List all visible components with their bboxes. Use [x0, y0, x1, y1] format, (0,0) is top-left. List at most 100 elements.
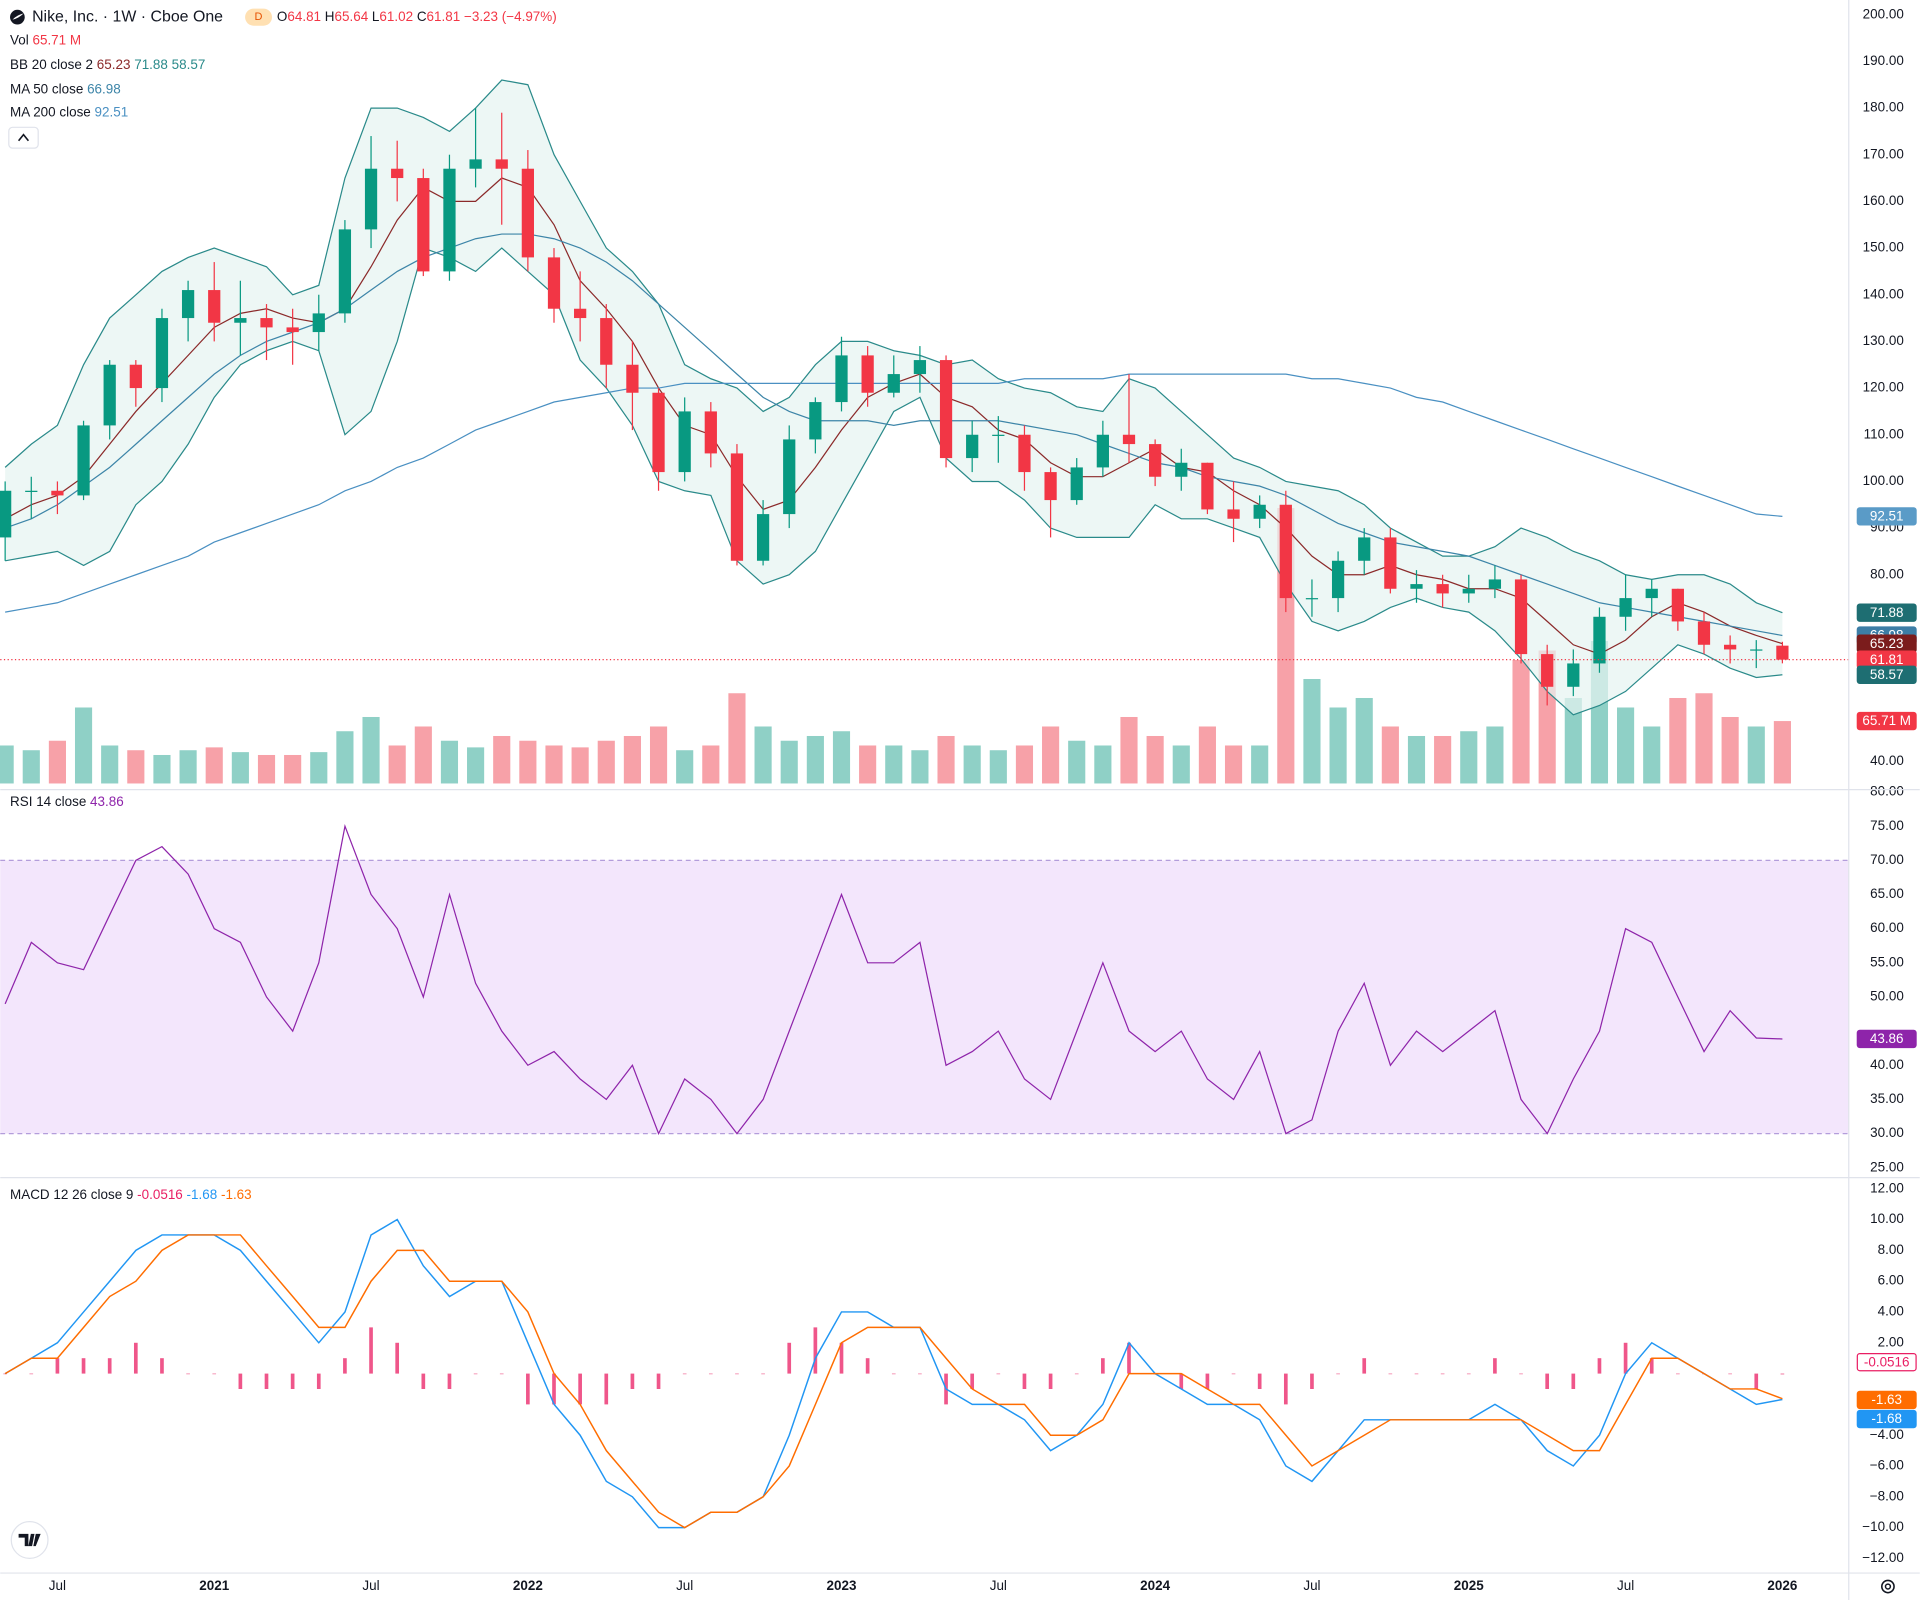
macd-histogram-bar: [656, 1373, 661, 1389]
candle-body: [1462, 588, 1475, 594]
volume-bar: [702, 745, 720, 784]
legend-ma50[interactable]: MA 50 close 66.98: [10, 81, 121, 96]
volume-bar: [1381, 726, 1399, 784]
legend-volume[interactable]: Vol 65.71 M: [10, 32, 81, 47]
candle-body: [992, 434, 1005, 436]
y-tick-label: 4.00: [1878, 1304, 1904, 1319]
candle-body: [626, 364, 639, 393]
volume-bar: [1355, 697, 1373, 784]
candle-body: [25, 490, 38, 492]
volume-bar: [48, 740, 66, 784]
macd-histogram-bar: [735, 1373, 739, 1375]
x-tick-label: 2022: [513, 1578, 543, 1593]
candle-body: [234, 318, 247, 323]
collapse-button[interactable]: [8, 126, 39, 149]
macd-histogram-bar: [1780, 1373, 1785, 1375]
volume-bar: [1747, 726, 1765, 784]
macd-histogram-bar: [447, 1373, 452, 1389]
volume-bar: [284, 754, 302, 784]
legend-value: -1.68: [187, 1186, 218, 1201]
candle-body: [443, 168, 456, 272]
candle-body: [756, 514, 770, 561]
ohlc-value: 64.81: [287, 9, 321, 24]
macd-histogram-bar: [1048, 1373, 1053, 1389]
tv-logo[interactable]: [10, 1521, 49, 1559]
macd-histogram-bar: [1257, 1373, 1262, 1389]
candle-body: [835, 355, 848, 403]
legend-macd[interactable]: MACD 12 26 close 9 -0.0516 -1.68 -1.63: [10, 1186, 252, 1201]
x-tick-label: 2025: [1454, 1578, 1484, 1593]
candle-body: [1384, 537, 1397, 589]
ohlc-label: O: [277, 9, 287, 24]
volume-bar: [1695, 693, 1713, 784]
y-tick-label: −4.00: [1870, 1427, 1904, 1442]
price-badge-label: 58.57: [1870, 667, 1904, 682]
volume-bar: [1669, 697, 1687, 784]
price-badge-label: 61.81: [1870, 652, 1904, 667]
candle-body: [1070, 467, 1083, 501]
ohlc-label: C: [417, 9, 427, 24]
x-tick-label: 2024: [1140, 1578, 1170, 1593]
candle-body: [1593, 616, 1606, 664]
macd-histogram-bar: [1283, 1373, 1288, 1405]
volume-bar: [911, 750, 929, 784]
volume-bar: [649, 726, 668, 784]
delay-badge[interactable]: [245, 8, 273, 26]
macd-histogram-bar: [761, 1373, 765, 1375]
macd-histogram-bar: [238, 1373, 243, 1389]
candle-body: [1201, 462, 1214, 510]
macd-histogram-bar: [1388, 1373, 1393, 1375]
symbol-title[interactable]: Nike, Inc. · 1W · Cboe One: [32, 8, 223, 25]
y-tick-label: 190.00: [1863, 53, 1904, 68]
volume-bar: [362, 716, 380, 784]
candle-body: [181, 290, 195, 319]
macd-histogram-bar: [473, 1373, 478, 1375]
macd-histogram-bar: [133, 1342, 138, 1374]
candle-body: [103, 364, 116, 426]
volume-bar: [780, 740, 798, 784]
legend-value: 71.88: [134, 56, 168, 71]
candle-body: [652, 392, 665, 473]
y-tick-label: 6.00: [1878, 1273, 1904, 1288]
legend-value: 43.86: [90, 793, 124, 808]
macd-histogram-bar: [395, 1342, 400, 1374]
macd-histogram-bar: [604, 1373, 609, 1405]
x-tick-label: 2026: [1767, 1578, 1797, 1593]
y-tick-label: 2.00: [1878, 1334, 1904, 1349]
volume-bar: [414, 726, 432, 784]
volume-bar: [1042, 726, 1060, 784]
candle-body: [1096, 434, 1109, 468]
legend-name: Vol: [10, 32, 29, 47]
x-tick-label: 2021: [199, 1578, 229, 1593]
price-badge-label: -1.63: [1871, 1392, 1902, 1407]
volume-bar: [1198, 726, 1216, 784]
legend-rsi[interactable]: RSI 14 close 43.86: [10, 793, 124, 808]
macd-histogram-bar: [3, 1373, 7, 1375]
volume-bar: [1329, 707, 1347, 784]
x-tick-label: Jul: [1617, 1578, 1634, 1593]
candle-body: [600, 318, 613, 365]
candle-body: [77, 425, 90, 496]
macd-histogram-bar: [1205, 1373, 1210, 1389]
volume-bar: [597, 740, 615, 784]
candle-body: [966, 434, 979, 459]
volume-bar: [467, 747, 485, 784]
volume-bar: [676, 750, 694, 784]
candle-body: [809, 402, 822, 440]
macd-histogram-bar: [682, 1373, 687, 1375]
y-tick-label: 80.00: [1870, 784, 1904, 799]
settings-icon[interactable]: [1881, 1579, 1895, 1594]
volume-bar: [0, 745, 14, 784]
candle-body: [1750, 649, 1763, 651]
legend-ma200[interactable]: MA 200 close 92.51: [10, 104, 128, 119]
macd-histogram-bar: [343, 1358, 347, 1374]
volume-bar: [205, 747, 223, 784]
candle-body: [1305, 598, 1319, 600]
y-tick-label: 100.00: [1863, 473, 1904, 488]
candle-body: [1253, 504, 1266, 519]
legend-bb[interactable]: BB 20 close 2 65.23 71.88 58.57: [10, 56, 205, 71]
candle-body: [939, 360, 953, 459]
